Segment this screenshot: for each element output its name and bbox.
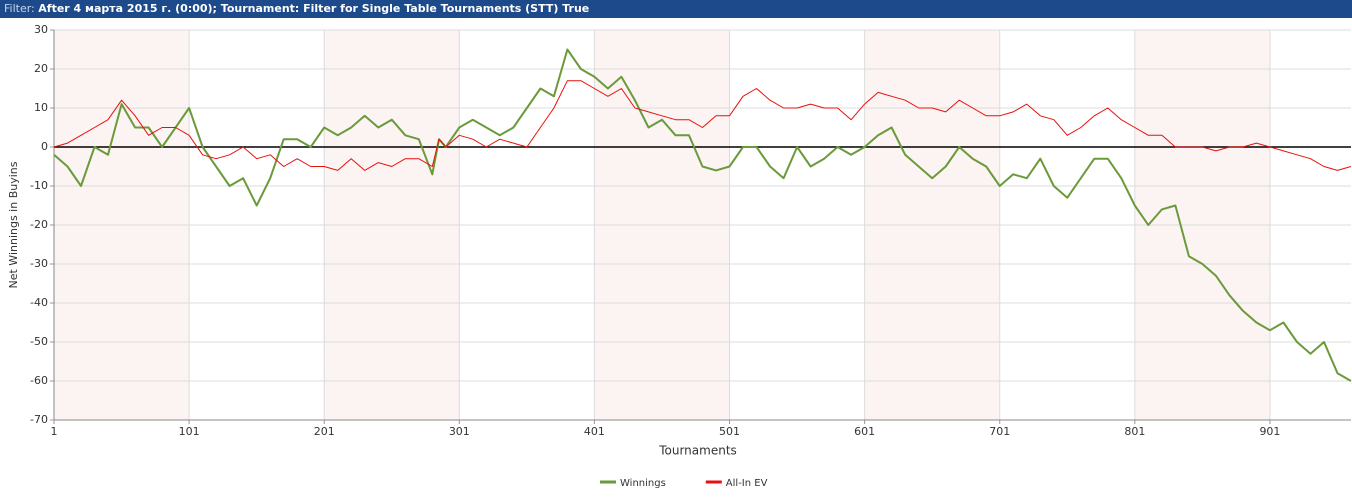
y-tick-label: 10 bbox=[34, 101, 48, 114]
x-tick-label: 601 bbox=[854, 425, 875, 438]
y-tick-label: -20 bbox=[30, 218, 48, 231]
series-line bbox=[53, 80, 1352, 171]
x-tick-label: 901 bbox=[1259, 425, 1280, 438]
y-tick-label: -10 bbox=[30, 179, 48, 192]
filter-label: Filter: bbox=[4, 2, 35, 15]
y-tick-label: -40 bbox=[30, 296, 48, 309]
y-tick-label: 30 bbox=[34, 23, 48, 36]
filter-bar: Filter: After 4 марта 2015 г. (0:00); To… bbox=[0, 0, 1352, 18]
y-axis-title: Net Winnings in Buyins bbox=[7, 161, 20, 288]
filter-text: After 4 марта 2015 г. (0:00); Tournament… bbox=[38, 2, 590, 15]
x-tick-label: 201 bbox=[314, 425, 335, 438]
x-tick-label: 801 bbox=[1124, 425, 1145, 438]
x-tick-label: 501 bbox=[719, 425, 740, 438]
x-tick-label: 301 bbox=[449, 425, 470, 438]
x-tick-label: 1 bbox=[51, 425, 58, 438]
x-tick-label: 701 bbox=[989, 425, 1010, 438]
y-tick-label: 20 bbox=[34, 62, 48, 75]
series-line bbox=[53, 48, 1352, 382]
y-tick-label: -50 bbox=[30, 335, 48, 348]
x-tick-label: 401 bbox=[584, 425, 605, 438]
y-tick-label: -30 bbox=[30, 257, 48, 270]
legend-label: Winnings bbox=[620, 478, 666, 489]
y-tick-label: 0 bbox=[41, 140, 48, 153]
chart: Tournaments Net Winnings in Buyins 30201… bbox=[7, 23, 1352, 489]
y-tick-label: -60 bbox=[30, 374, 48, 387]
y-tick-label: -70 bbox=[30, 413, 48, 426]
x-tick-label: 101 bbox=[179, 425, 200, 438]
x-axis-title: Tournaments bbox=[658, 444, 737, 458]
legend-label: All-In EV bbox=[726, 478, 768, 489]
